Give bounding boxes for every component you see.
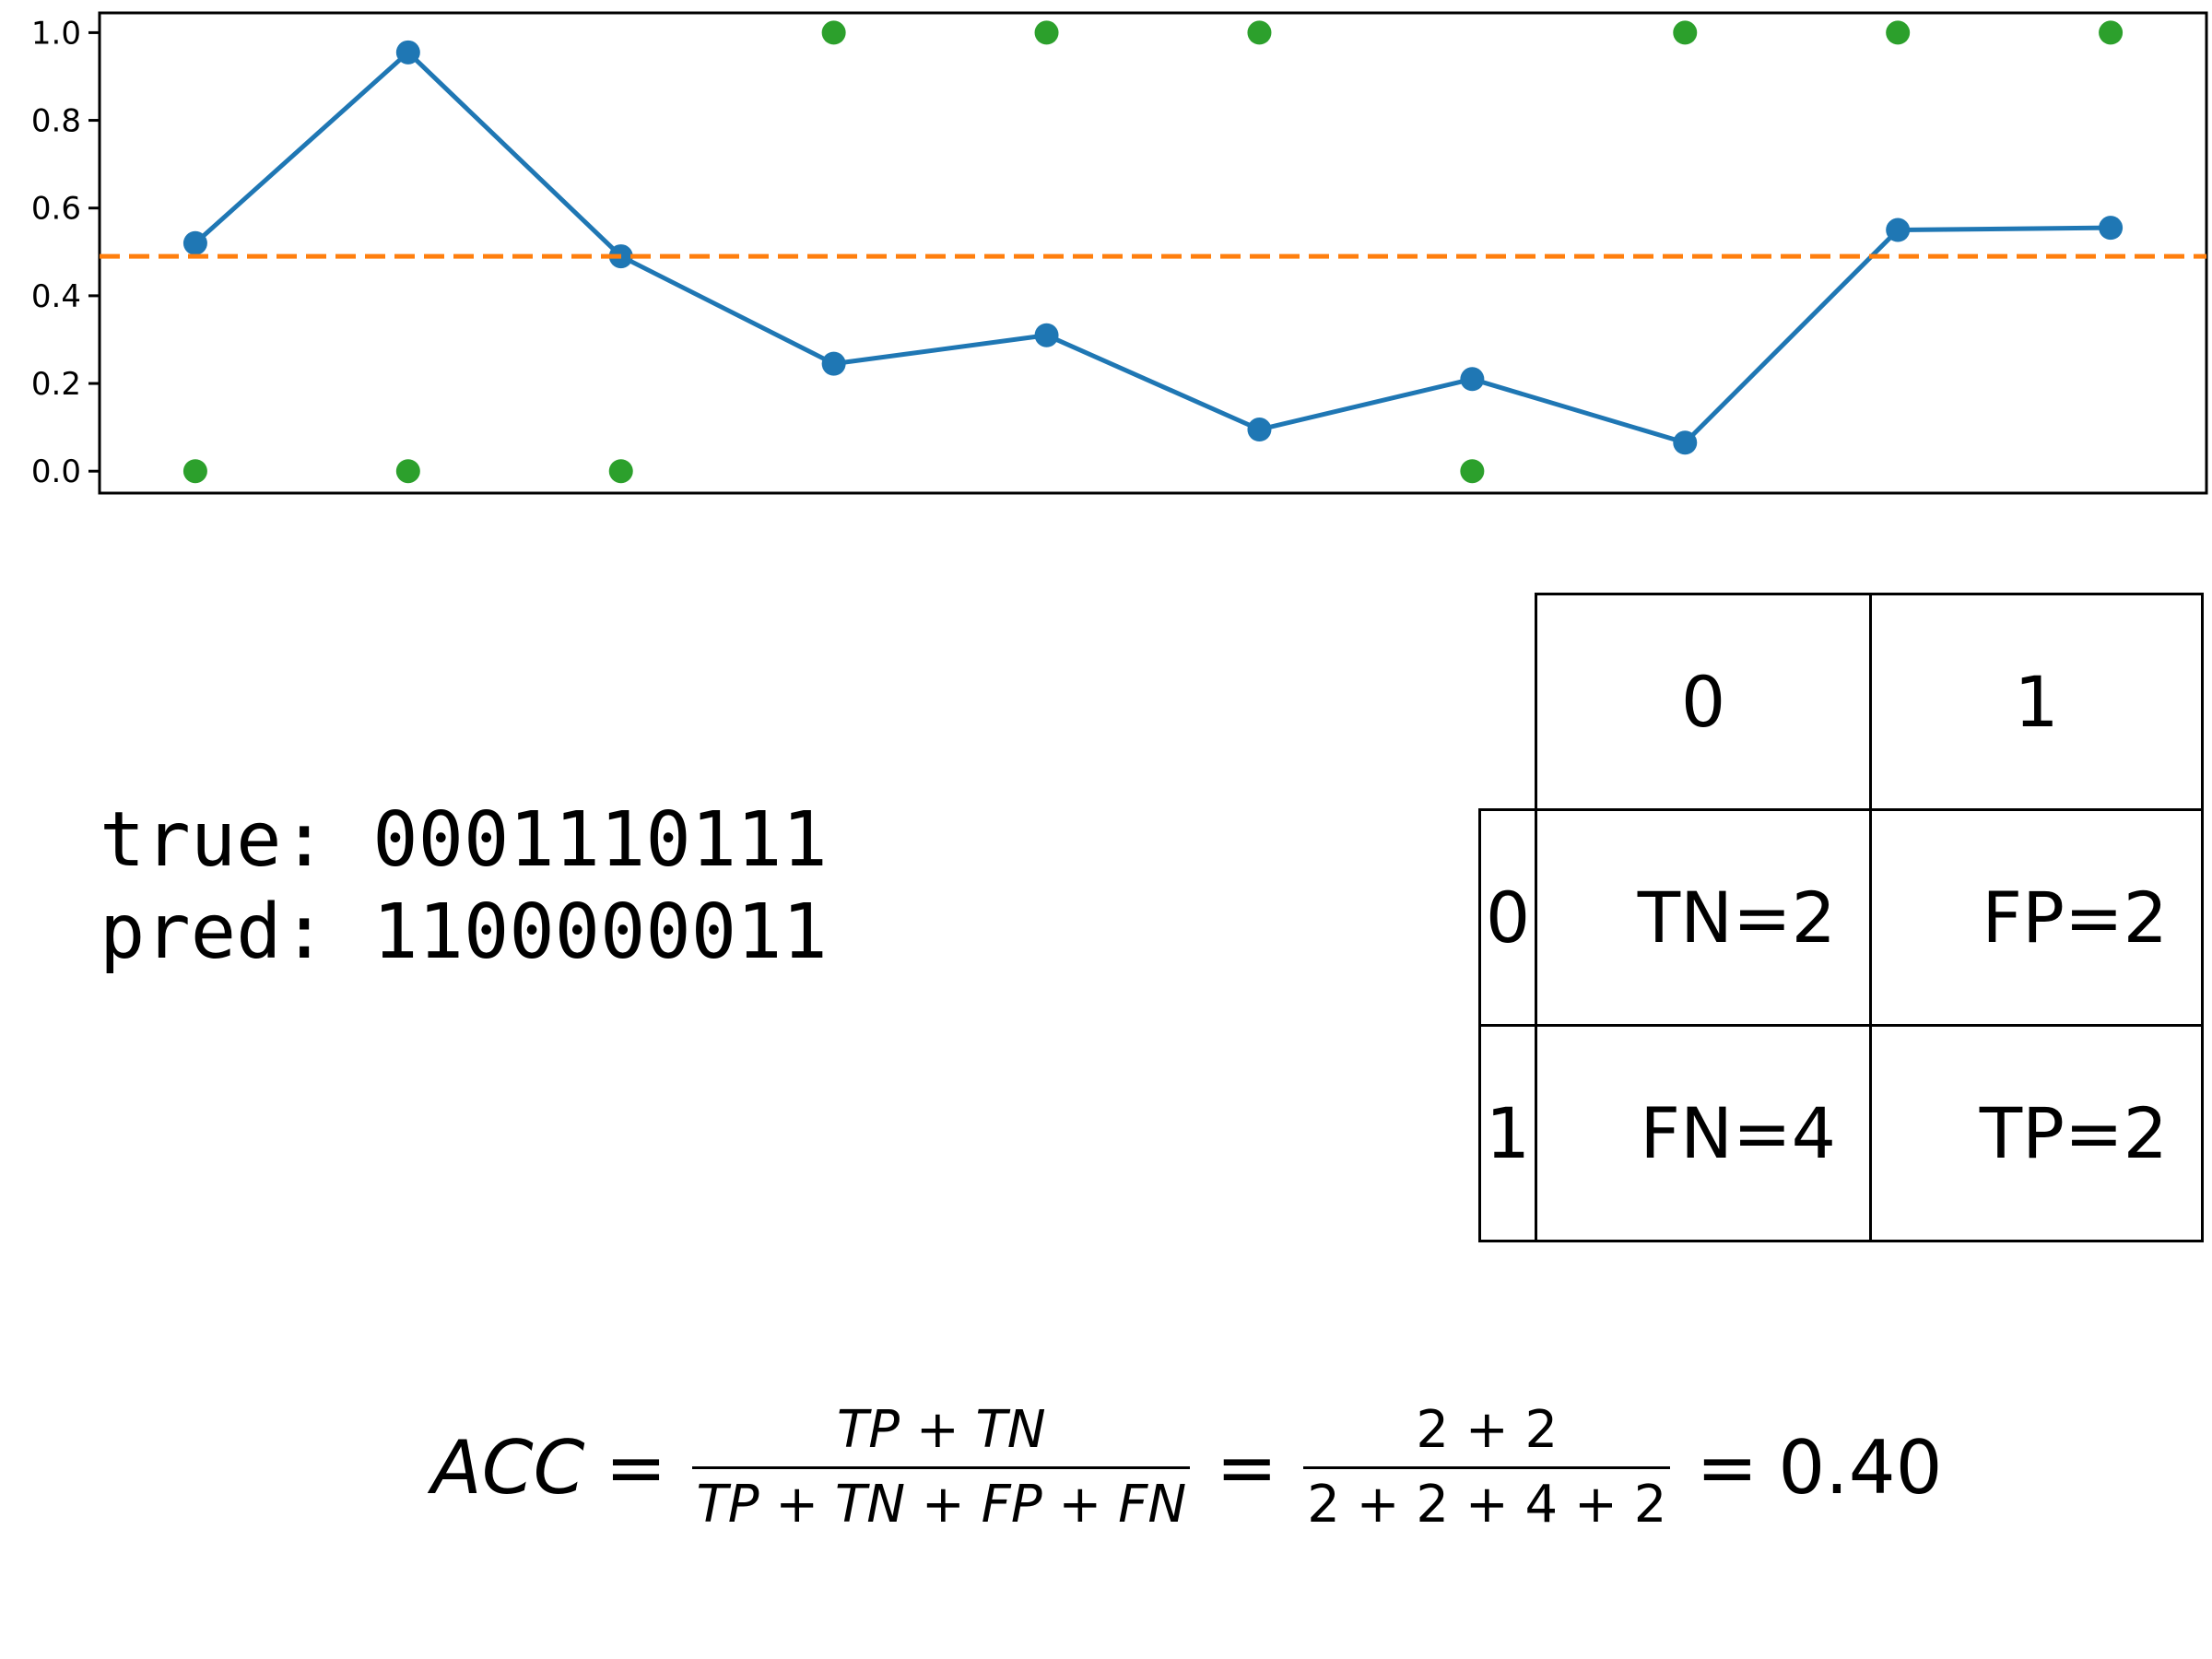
plot-svg: 0.0 0.2 0.4 0.6 0.8 1.0 bbox=[31, 11, 2208, 495]
pred-sequence: pred: 1100000011 bbox=[100, 888, 828, 976]
probability-point-8 bbox=[1886, 218, 1911, 242]
formula-lhs: ACC bbox=[431, 1424, 585, 1511]
true-label-point-0 bbox=[182, 459, 207, 484]
y-tick-label-2: 0.4 bbox=[31, 278, 81, 315]
probability-point-3 bbox=[821, 351, 846, 376]
y-tick-label-0: 0.0 bbox=[31, 453, 81, 490]
cm-cell-tn: TN=2 bbox=[1535, 808, 1872, 1027]
cm-col-header-1: 1 bbox=[1869, 593, 2204, 811]
fraction-bar bbox=[1303, 1465, 1671, 1469]
true-label-point-9 bbox=[2099, 20, 2124, 45]
probability-point-0 bbox=[182, 230, 207, 255]
formula-result: 0.40 bbox=[1778, 1424, 1943, 1511]
probability-point-1 bbox=[395, 40, 420, 65]
probability-point-5 bbox=[1247, 418, 1272, 442]
accuracy-formula: ACC = TP + TN TP + TN + FP + FN = 2 + 2 … bbox=[431, 1400, 1943, 1535]
true-label-point-2 bbox=[608, 459, 633, 484]
y-tick-label-5: 1.0 bbox=[31, 15, 81, 52]
y-tick-label-4: 0.8 bbox=[31, 103, 81, 140]
true-label-point-6 bbox=[1460, 459, 1485, 484]
cm-row-header-1: 1 bbox=[1478, 1024, 1537, 1242]
formula-eq-3: = bbox=[1696, 1424, 1759, 1511]
cm-cell-fp: FP=2 bbox=[1869, 808, 2204, 1027]
y-tick-label-1: 0.2 bbox=[31, 366, 81, 403]
formula-eq-2: = bbox=[1216, 1424, 1278, 1511]
cm-cell-tp: TP=2 bbox=[1869, 1024, 2204, 1242]
true-label-point-7 bbox=[1673, 20, 1698, 45]
true-sequence: true: 0001110111 bbox=[100, 796, 828, 884]
true-label-point-3 bbox=[821, 20, 846, 45]
formula-num-symbolic: TP + TN bbox=[837, 1399, 1046, 1460]
true-label-point-5 bbox=[1247, 20, 1272, 45]
formula-eq-1: = bbox=[605, 1424, 667, 1511]
fraction-bar bbox=[692, 1465, 1191, 1469]
probability-point-6 bbox=[1460, 367, 1485, 392]
plot-frame bbox=[98, 11, 2208, 495]
formula-fraction-symbolic: TP + TN TP + TN + FP + FN bbox=[687, 1400, 1195, 1535]
probability-line bbox=[194, 50, 2112, 445]
y-tick-label-3: 0.6 bbox=[31, 191, 81, 228]
true-label-point-1 bbox=[395, 459, 420, 484]
cm-col-header-0: 0 bbox=[1535, 593, 1872, 811]
formula-num-numeric: 2 + 2 bbox=[1416, 1399, 1559, 1460]
probability-point-9 bbox=[2099, 216, 2124, 241]
probability-plot: 0.0 0.2 0.4 0.6 0.8 1.0 bbox=[0, 0, 2212, 516]
cm-cell-fn: FN=4 bbox=[1535, 1024, 1872, 1242]
probability-point-4 bbox=[1034, 323, 1059, 347]
cm-row-header-0: 0 bbox=[1478, 808, 1537, 1027]
true-label-point-8 bbox=[1886, 20, 1911, 45]
formula-den-numeric: 2 + 2 + 4 + 2 bbox=[1307, 1474, 1667, 1535]
formula-den-symbolic: TP + TN + FP + FN bbox=[696, 1474, 1187, 1535]
formula-fraction-numeric: 2 + 2 2 + 2 + 4 + 2 bbox=[1298, 1400, 1676, 1535]
true-label-point-4 bbox=[1034, 20, 1059, 45]
probability-point-7 bbox=[1673, 430, 1698, 455]
